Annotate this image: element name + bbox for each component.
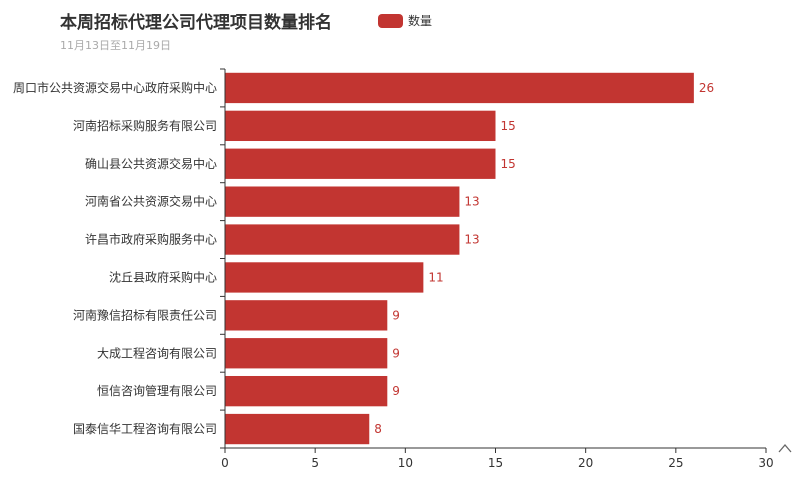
y-tick-label: 国泰信华工程咨询有限公司	[73, 421, 217, 436]
y-tick-label: 周口市公共资源交易中心政府采购中心	[13, 80, 217, 95]
bar	[225, 262, 424, 293]
y-tick-label: 河南招标采购服务有限公司	[73, 118, 217, 133]
bar	[225, 413, 370, 445]
y-tick-label: 沈丘县政府采购中心	[109, 269, 217, 284]
bar	[225, 375, 388, 407]
bar-value-label: 11	[428, 270, 443, 284]
bar-value-label: 13	[464, 233, 479, 247]
bar	[225, 224, 460, 255]
bar-value-label: 8	[374, 422, 382, 436]
y-tick-label: 河南省公共资源交易中心	[85, 194, 217, 209]
y-tick-label: 大成工程咨询有限公司	[97, 345, 217, 360]
bar-value-label: 15	[501, 157, 516, 171]
bar-value-label: 13	[464, 195, 479, 209]
legend-label: 数量	[408, 14, 433, 28]
bar-value-label: 9	[392, 384, 400, 398]
x-tick-label: 0	[221, 456, 229, 470]
bar	[225, 186, 460, 217]
bar-value-label: 9	[392, 308, 400, 322]
bar-value-label: 9	[392, 346, 400, 360]
bar	[225, 110, 496, 142]
y-tick-label: 许昌市政府采购服务中心	[85, 232, 217, 247]
legend-swatch	[378, 13, 403, 28]
bar	[225, 72, 694, 104]
y-tick-label: 确山县公共资源交易中心	[85, 156, 217, 171]
x-tick-label: 25	[668, 456, 683, 470]
bar-value-label: 15	[501, 119, 516, 133]
bar-value-label: 26	[699, 81, 714, 95]
chart-subtitle: 11月13日至11月19日	[60, 39, 171, 52]
x-tick-label: 5	[311, 456, 319, 470]
x-tick-label: 30	[758, 456, 773, 470]
y-tick-label: 河南豫信招标有限责任公司	[73, 307, 217, 322]
bar	[225, 148, 496, 179]
x-tick-label: 10	[398, 456, 413, 470]
x-tick-label: 15	[488, 456, 503, 470]
x-tick-label: 20	[578, 456, 593, 470]
chart-title: 本周招标代理公司代理项目数量排名	[60, 13, 332, 33]
bar	[225, 338, 388, 369]
chevron-up-icon[interactable]	[778, 444, 792, 453]
legend[interactable]: 数量	[378, 12, 432, 29]
bar	[225, 300, 388, 331]
y-tick-label: 恒信咨询管理有限公司	[97, 383, 217, 398]
